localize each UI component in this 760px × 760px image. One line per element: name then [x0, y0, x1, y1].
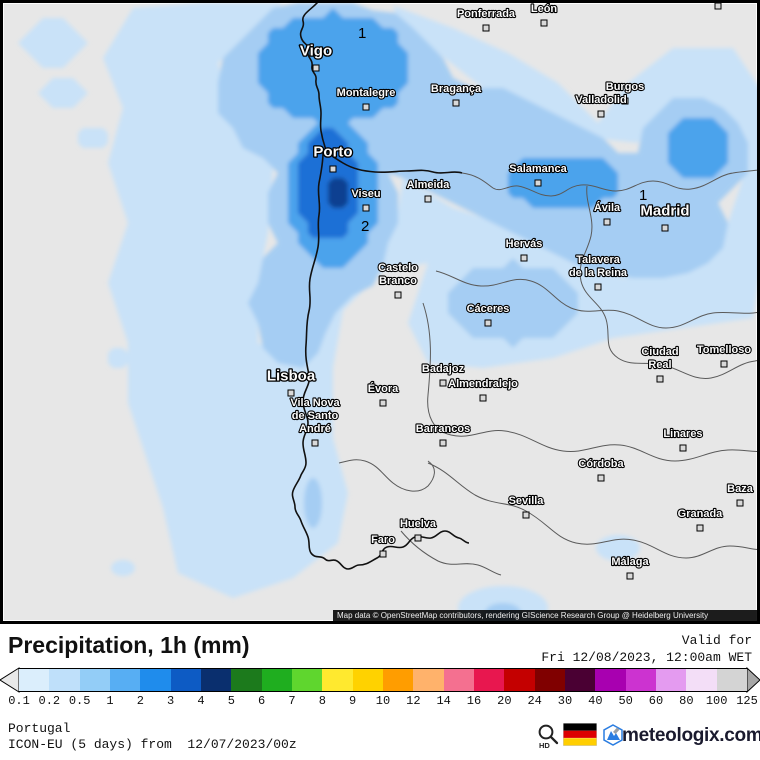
svg-text:Porto: Porto	[313, 144, 352, 161]
svg-text:Sevilla: Sevilla	[509, 495, 545, 507]
svg-text:Córdoba: Córdoba	[578, 458, 624, 470]
svg-text:Évora: Évora	[368, 382, 399, 395]
svg-text:Salamanca: Salamanca	[509, 163, 567, 175]
svg-text:Ponferrada: Ponferrada	[457, 8, 516, 20]
svg-text:1: 1	[639, 187, 647, 204]
svg-text:Vila Nova: Vila Nova	[290, 397, 340, 409]
svg-text:Badajoz: Badajoz	[422, 363, 465, 375]
svg-text:Branco: Branco	[379, 275, 417, 287]
svg-text:Castelo: Castelo	[378, 262, 418, 274]
svg-text:André: André	[299, 423, 331, 435]
svg-text:Granada: Granada	[678, 508, 724, 520]
svg-text:Madrid: Madrid	[640, 203, 689, 220]
svg-text:Lisboa: Lisboa	[267, 368, 316, 385]
svg-text:Bragança: Bragança	[431, 83, 482, 95]
svg-text:Barrancos: Barrancos	[416, 423, 470, 435]
svg-text:Talavera: Talavera	[576, 254, 621, 266]
svg-text:León: León	[531, 3, 558, 15]
svg-text:Linares: Linares	[663, 428, 702, 440]
svg-text:Cáceres: Cáceres	[467, 303, 510, 315]
svg-text:de la Reina: de la Reina	[569, 267, 628, 279]
svg-text:Ávila: Ávila	[594, 201, 621, 214]
svg-text:Vigo: Vigo	[300, 43, 332, 60]
svg-text:1: 1	[358, 25, 366, 42]
svg-text:2: 2	[361, 218, 369, 235]
svg-text:Viseu: Viseu	[351, 188, 380, 200]
svg-text:Burgos: Burgos	[606, 81, 645, 93]
svg-text:Real: Real	[648, 359, 671, 371]
svg-text:Málaga: Málaga	[611, 556, 649, 568]
svg-text:de Santo: de Santo	[292, 410, 339, 422]
svg-text:Montalegre: Montalegre	[337, 87, 396, 99]
svg-text:Almeida: Almeida	[407, 179, 451, 191]
svg-text:Valladolid: Valladolid	[575, 94, 626, 106]
svg-text:Tomelloso: Tomelloso	[697, 344, 751, 356]
svg-text:Hervás: Hervás	[506, 238, 543, 250]
svg-text:Huelva: Huelva	[400, 518, 437, 530]
svg-text:Ciudad: Ciudad	[641, 346, 678, 358]
svg-text:Almendralejo: Almendralejo	[448, 378, 518, 390]
svg-text:Baza: Baza	[727, 483, 754, 495]
svg-text:Faro: Faro	[371, 534, 395, 546]
